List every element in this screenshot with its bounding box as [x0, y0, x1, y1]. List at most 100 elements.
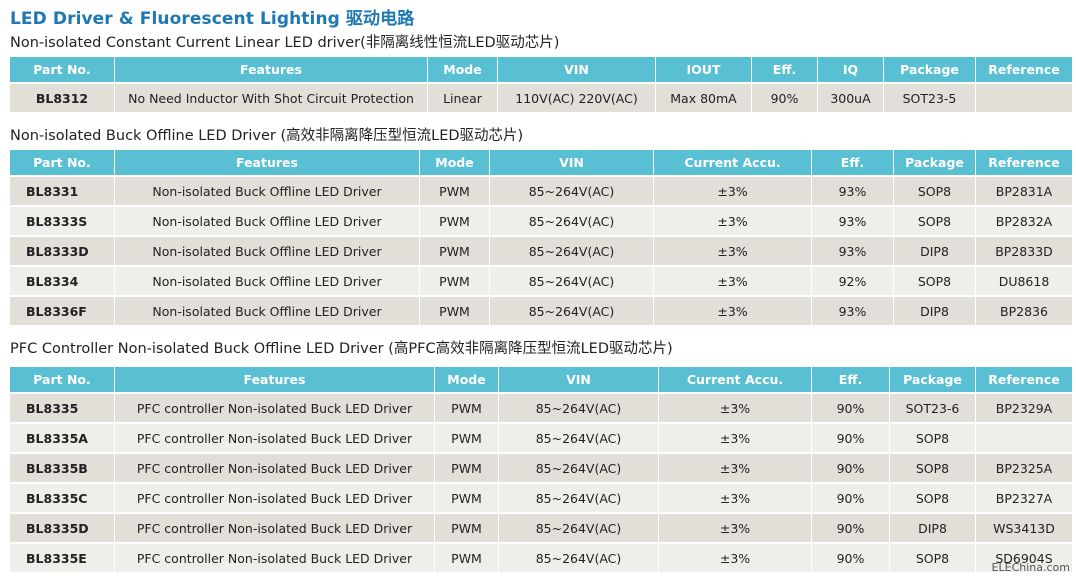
column-header: Features	[115, 57, 428, 84]
table-cell: ±3%	[659, 514, 812, 544]
column-header: VIN	[490, 150, 654, 177]
table-cell: 85~264V(AC)	[490, 207, 654, 237]
table-cell: BP2833D	[976, 237, 1072, 267]
table-cell: SOP8	[894, 207, 976, 237]
table-cell: BP2325A	[976, 454, 1072, 484]
table-cell: 90%	[812, 484, 890, 514]
table-cell: DIP8	[890, 514, 976, 544]
table-cell: PWM	[435, 454, 499, 484]
table-cell: 110V(AC) 220V(AC)	[498, 84, 656, 114]
table-cell: BP2329A	[976, 394, 1072, 424]
table-cell: SOT23-6	[890, 394, 976, 424]
column-header: Reference	[976, 57, 1072, 84]
table-cell: 85~264V(AC)	[490, 237, 654, 267]
table-cell: 85~264V(AC)	[490, 267, 654, 297]
section-title-buck: Non-isolated Buck Offline LED Driver (高效…	[10, 128, 524, 144]
table-cell: SOP8	[890, 484, 976, 514]
linear-driver-table: Part No. Features Mode VIN IOUT Eff. IQ Package…	[10, 57, 1072, 114]
table-row: BL8335D PFC controller Non-isolated Buck …	[10, 514, 1072, 544]
column-header: Features	[115, 150, 420, 177]
table-cell: ±3%	[659, 394, 812, 424]
part-number-cell: BL8333S	[10, 207, 115, 237]
table-cell: Non-isolated Buck Offline LED Driver	[115, 297, 420, 327]
table-cell: Non-isolated Buck Offline LED Driver	[115, 207, 420, 237]
column-header: Current Accu.	[654, 150, 812, 177]
table-cell: DU8618	[976, 267, 1072, 297]
page-title: LED Driver & Fluorescent Lighting 驱动电路	[10, 9, 415, 29]
table-row: BL8335B PFC controller Non-isolated Buck …	[10, 454, 1072, 484]
column-header: Part No.	[10, 150, 115, 177]
part-number-cell: BL8335A	[10, 424, 115, 454]
table-row: BL8333S Non-isolated Buck Offline LED Dri…	[10, 207, 1072, 237]
column-header: Features	[115, 367, 435, 394]
table-cell: PWM	[420, 177, 490, 207]
table-cell: 85~264V(AC)	[499, 544, 659, 574]
table-cell: Linear	[428, 84, 498, 114]
column-header: Package	[884, 57, 976, 84]
part-number-cell: BL8335	[10, 394, 115, 424]
table-cell: SOP8	[894, 267, 976, 297]
table-cell: SD6904S	[976, 544, 1072, 574]
table-cell: DIP8	[894, 237, 976, 267]
table-cell: BP2831A	[976, 177, 1072, 207]
column-header: Part No.	[10, 367, 115, 394]
column-header: Package	[890, 367, 976, 394]
part-number-cell: BL8331	[10, 177, 115, 207]
table-row: BL8335E PFC controller Non-isolated Buck …	[10, 544, 1072, 574]
table-cell: PWM	[435, 424, 499, 454]
column-header: Eff.	[752, 57, 818, 84]
column-header: Mode	[428, 57, 498, 84]
table-cell: PWM	[435, 514, 499, 544]
part-number-cell: BL8335E	[10, 544, 115, 574]
part-number-cell: BL8335C	[10, 484, 115, 514]
table-cell: 85~264V(AC)	[490, 177, 654, 207]
table-cell: Non-isolated Buck Offline LED Driver	[115, 267, 420, 297]
table-cell: SOT23-5	[884, 84, 976, 114]
header-row: Part No. Features Mode VIN Current Accu. Eff.…	[10, 367, 1072, 394]
column-header: IOUT	[656, 57, 752, 84]
part-number-cell: BL8335B	[10, 454, 115, 484]
column-header: Package	[894, 150, 976, 177]
table-cell: PFC controller Non-isolated Buck LED Dri…	[115, 544, 435, 574]
table-row: BL8335 PFC controller Non-isolated Buck L…	[10, 394, 1072, 424]
table-cell: 93%	[812, 297, 894, 327]
column-header: VIN	[498, 57, 656, 84]
part-number-cell: BL8333D	[10, 237, 115, 267]
table-cell: ±3%	[654, 297, 812, 327]
table-cell	[976, 84, 1072, 114]
table-cell: No Need Inductor With Shot Circuit Prote…	[115, 84, 428, 114]
header-row: Part No. Features Mode VIN IOUT Eff. IQ Package…	[10, 57, 1072, 84]
table-cell: 90%	[812, 454, 890, 484]
column-header: IQ	[818, 57, 884, 84]
table-cell: PFC controller Non-isolated Buck LED Dri…	[115, 394, 435, 424]
table-cell: SOP8	[890, 544, 976, 574]
table-cell: PWM	[435, 394, 499, 424]
table-cell: 92%	[812, 267, 894, 297]
table-row: BL8334 Non-isolated Buck Offline LED Driv…	[10, 267, 1072, 297]
table-row: BL8312 No Need Inductor With Shot Circuit…	[10, 84, 1072, 114]
column-header: VIN	[499, 367, 659, 394]
table-cell: PWM	[420, 237, 490, 267]
pfc-driver-table: Part No. Features Mode VIN Current Accu. Eff.…	[10, 367, 1072, 574]
column-header: Mode	[435, 367, 499, 394]
column-header: Reference	[976, 150, 1072, 177]
buck-driver-table: Part No. Features Mode VIN Current Accu. Eff.…	[10, 150, 1072, 327]
table-row: BL8331 Non-isolated Buck Offline LED Driv…	[10, 177, 1072, 207]
part-number-cell: BL8334	[10, 267, 115, 297]
table-cell: 90%	[812, 424, 890, 454]
table-cell: PFC controller Non-isolated Buck LED Dri…	[115, 484, 435, 514]
table-cell: Non-isolated Buck Offline LED Driver	[115, 177, 420, 207]
part-number-cell: BL8336F	[10, 297, 115, 327]
table-cell: ±3%	[654, 207, 812, 237]
table-row: BL8336F Non-isolated Buck Offline LED Dri…	[10, 297, 1072, 327]
table-cell: 300uA	[818, 84, 884, 114]
column-header: Eff.	[812, 150, 894, 177]
table-cell: ±3%	[659, 484, 812, 514]
watermark: ELEChina.com	[991, 561, 1070, 574]
table-row: BL8335A PFC controller Non-isolated Buck …	[10, 424, 1072, 454]
table-cell: PFC controller Non-isolated Buck LED Dri…	[115, 454, 435, 484]
header-row: Part No. Features Mode VIN Current Accu. Eff.…	[10, 150, 1072, 177]
table-cell: 93%	[812, 237, 894, 267]
table-cell: 90%	[812, 394, 890, 424]
table-cell: ±3%	[659, 454, 812, 484]
